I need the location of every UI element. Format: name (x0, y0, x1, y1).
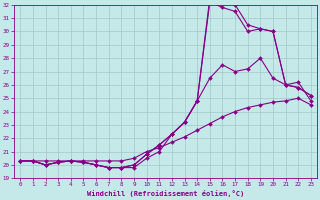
X-axis label: Windchill (Refroidissement éolien,°C): Windchill (Refroidissement éolien,°C) (87, 190, 244, 197)
